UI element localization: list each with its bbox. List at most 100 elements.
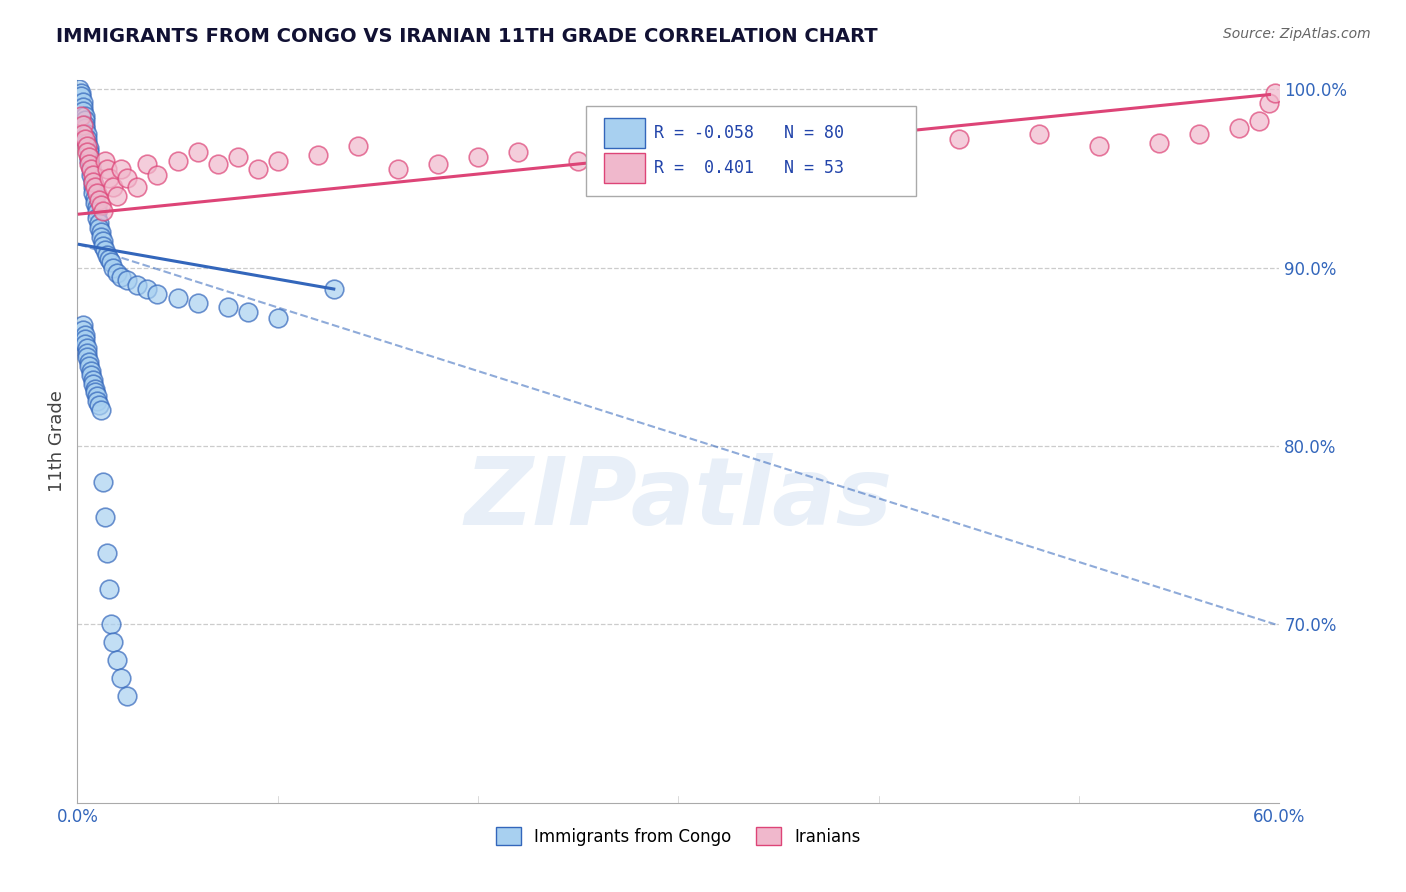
Point bbox=[1088, 139, 1111, 153]
Point bbox=[347, 139, 370, 153]
Point bbox=[90, 198, 112, 212]
Point bbox=[79, 359, 101, 373]
Text: IMMIGRANTS FROM CONGO VS IRANIAN 11TH GRADE CORRELATION CHART: IMMIGRANTS FROM CONGO VS IRANIAN 11TH GR… bbox=[56, 27, 877, 45]
Point bbox=[307, 148, 329, 162]
Point bbox=[868, 139, 890, 153]
Point bbox=[75, 112, 97, 127]
Point bbox=[84, 196, 107, 211]
Point bbox=[948, 132, 970, 146]
Point bbox=[75, 337, 97, 351]
Point bbox=[86, 211, 108, 225]
Point bbox=[107, 653, 129, 667]
Point bbox=[75, 118, 97, 132]
Point bbox=[98, 582, 121, 596]
Point bbox=[86, 200, 108, 214]
Point bbox=[103, 635, 125, 649]
Point bbox=[107, 266, 129, 280]
Point bbox=[107, 189, 129, 203]
Point bbox=[90, 225, 112, 239]
Point bbox=[76, 127, 98, 141]
Point bbox=[93, 239, 115, 253]
Point bbox=[688, 145, 710, 159]
Point bbox=[96, 248, 118, 262]
Point bbox=[72, 318, 94, 332]
Point bbox=[136, 157, 159, 171]
Point bbox=[166, 291, 188, 305]
Point bbox=[80, 162, 103, 177]
Point bbox=[86, 186, 108, 200]
Text: R = -0.058   N = 80: R = -0.058 N = 80 bbox=[654, 124, 845, 142]
Point bbox=[75, 328, 97, 343]
Point bbox=[117, 171, 139, 186]
Point bbox=[72, 103, 94, 118]
Point bbox=[84, 180, 107, 194]
Point bbox=[79, 153, 101, 168]
Point bbox=[76, 132, 98, 146]
Point bbox=[76, 139, 98, 153]
Point bbox=[322, 282, 344, 296]
Point bbox=[1258, 96, 1281, 111]
Point bbox=[807, 127, 830, 141]
Point bbox=[76, 346, 98, 360]
Point bbox=[110, 269, 132, 284]
Point bbox=[93, 475, 115, 489]
Point bbox=[82, 180, 104, 194]
Point bbox=[79, 150, 101, 164]
Point bbox=[80, 168, 103, 182]
Point bbox=[100, 255, 122, 269]
Point bbox=[1028, 127, 1050, 141]
Point bbox=[82, 175, 104, 189]
Point bbox=[75, 332, 97, 346]
Point bbox=[1149, 136, 1171, 150]
Point bbox=[110, 671, 132, 685]
Point bbox=[80, 364, 103, 378]
Point bbox=[79, 157, 101, 171]
Point bbox=[1264, 86, 1286, 100]
Point bbox=[84, 191, 107, 205]
Point bbox=[103, 180, 125, 194]
Point bbox=[89, 398, 111, 412]
Point bbox=[117, 273, 139, 287]
Point bbox=[1188, 127, 1211, 141]
Point bbox=[90, 403, 112, 417]
Point bbox=[98, 171, 121, 186]
Point bbox=[89, 221, 111, 235]
Point bbox=[94, 243, 117, 257]
Point bbox=[98, 252, 121, 266]
Point bbox=[82, 186, 104, 200]
Point bbox=[94, 510, 117, 524]
Point bbox=[76, 350, 98, 364]
Point bbox=[89, 216, 111, 230]
Point bbox=[72, 118, 94, 132]
Point bbox=[70, 86, 93, 100]
Point bbox=[427, 157, 450, 171]
Legend: Immigrants from Congo, Iranians: Immigrants from Congo, Iranians bbox=[489, 821, 868, 852]
Point bbox=[79, 150, 101, 164]
Point bbox=[110, 162, 132, 177]
Text: ZIPatlas: ZIPatlas bbox=[464, 453, 893, 545]
Point bbox=[96, 546, 118, 560]
Point bbox=[86, 394, 108, 409]
Point bbox=[267, 310, 290, 325]
Point bbox=[93, 203, 115, 218]
Point bbox=[75, 121, 97, 136]
Point bbox=[67, 82, 90, 96]
Point bbox=[79, 355, 101, 369]
Point bbox=[627, 139, 650, 153]
Point bbox=[146, 168, 169, 182]
Point bbox=[90, 230, 112, 244]
Point bbox=[136, 282, 159, 296]
Point bbox=[387, 162, 409, 177]
FancyBboxPatch shape bbox=[586, 105, 917, 196]
Point bbox=[96, 162, 118, 177]
Point bbox=[100, 617, 122, 632]
Point bbox=[72, 127, 94, 141]
Point bbox=[207, 157, 229, 171]
Point bbox=[267, 153, 290, 168]
Point bbox=[127, 180, 149, 194]
Point bbox=[75, 109, 97, 123]
Point bbox=[76, 136, 98, 150]
Point bbox=[186, 296, 209, 310]
Point bbox=[76, 341, 98, 355]
Point bbox=[166, 153, 188, 168]
